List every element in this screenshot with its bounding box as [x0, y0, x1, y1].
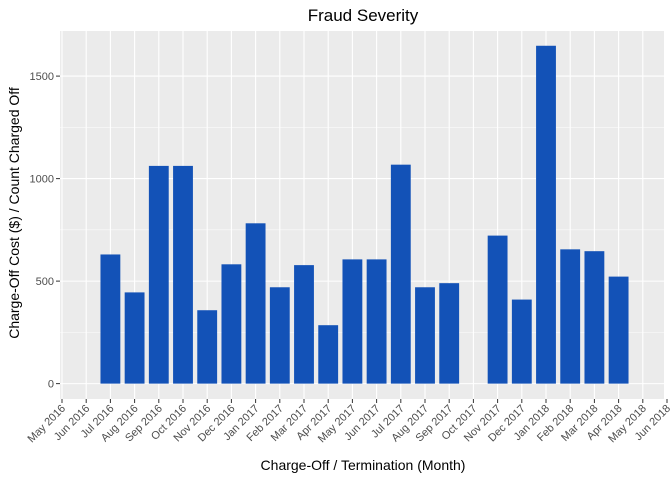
bar-feb-2017	[269, 287, 290, 384]
bar-mar-2017	[294, 265, 314, 384]
bar-sep-2016	[148, 165, 169, 384]
y-axis: 0 500 1000 1500	[30, 71, 60, 391]
bar-jun-2017	[366, 259, 387, 384]
chart-title: Fraud Severity	[308, 6, 419, 25]
bar-nov-2017	[487, 235, 508, 384]
bar-oct-2016	[173, 165, 193, 384]
bar-jan-2018	[536, 45, 556, 384]
x-axis-title: Charge-Off / Termination (Month)	[261, 457, 466, 473]
y-tick-label: 1000	[30, 174, 54, 186]
bar-aug-2017	[415, 287, 435, 384]
y-tick-label: 500	[36, 276, 54, 288]
bar-apr-2018	[608, 276, 629, 384]
bar-may-2017	[342, 259, 363, 384]
bar-sep-2017	[439, 283, 460, 384]
y-axis-title: Charge-Off Cost ($) / Count Charged Off	[6, 87, 22, 339]
bar-jan-2017	[245, 223, 266, 384]
bar-aug-2016	[124, 292, 145, 384]
bar-feb-2018	[560, 249, 581, 384]
bar-dec-2016	[221, 264, 242, 384]
y-tick-label: 0	[48, 379, 54, 391]
y-tick-label: 1500	[30, 71, 54, 83]
bars	[100, 45, 629, 384]
bar-apr-2017	[318, 325, 339, 384]
bar-nov-2016	[197, 310, 218, 384]
bar-jul-2016	[100, 254, 121, 384]
bar-dec-2017	[511, 299, 532, 384]
bar-jul-2017	[390, 164, 411, 384]
bar-mar-2018	[584, 251, 605, 384]
